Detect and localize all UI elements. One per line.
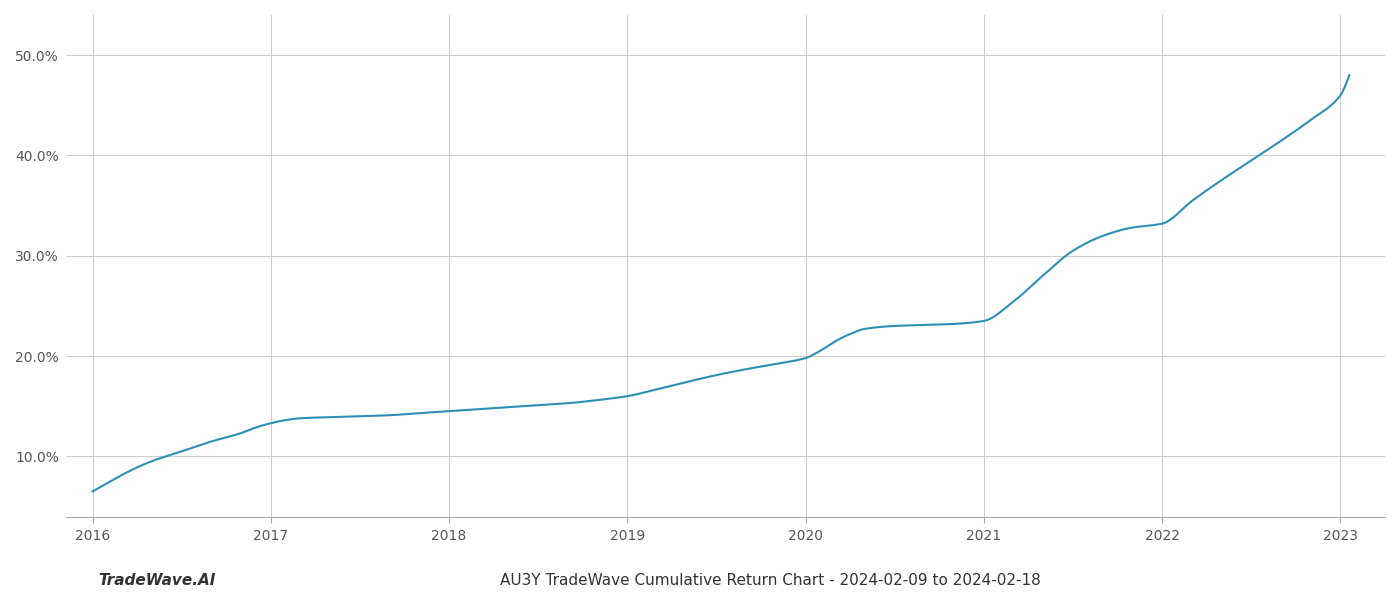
Text: TradeWave.AI: TradeWave.AI	[98, 573, 216, 588]
Text: AU3Y TradeWave Cumulative Return Chart - 2024-02-09 to 2024-02-18: AU3Y TradeWave Cumulative Return Chart -…	[500, 573, 1040, 588]
